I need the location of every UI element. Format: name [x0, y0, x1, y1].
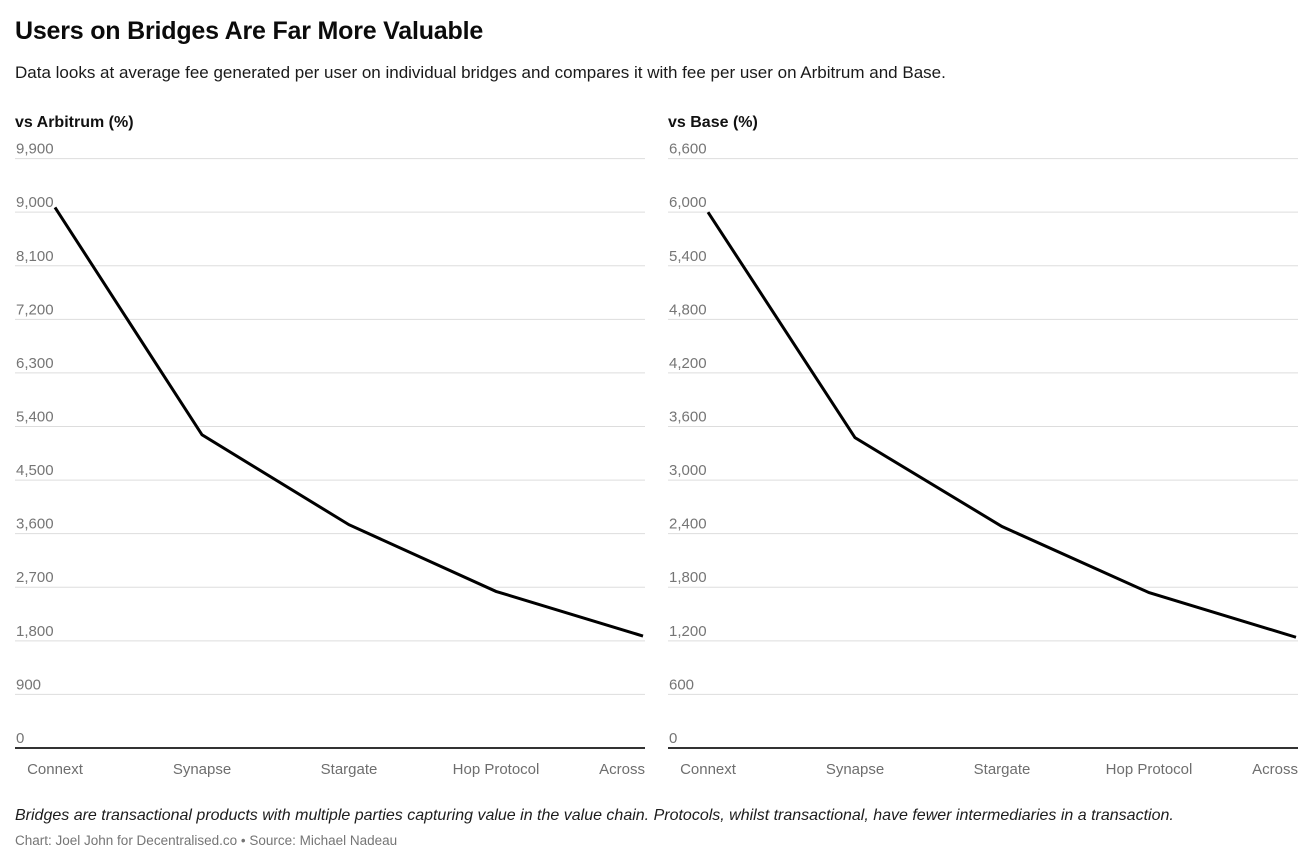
chart-footnote: Bridges are transactional products with …	[15, 807, 1174, 825]
chart-base-title: vs Base (%)	[668, 114, 758, 132]
y-tick-label: 6,600	[669, 141, 707, 158]
y-tick-label: 7,200	[16, 301, 54, 318]
x-category-label: Synapse	[826, 761, 884, 778]
y-tick-label: 1,200	[669, 623, 707, 640]
charts-row: vs Arbitrum (%) 9,900 9,000 8,100 7,200 6,30…	[15, 112, 1298, 781]
y-tick-label: 6,000	[669, 194, 707, 211]
y-tick-label: 5,400	[669, 248, 707, 265]
page-subtitle: Data looks at average fee generated per …	[15, 62, 946, 82]
y-tick-label: 3,600	[669, 409, 707, 426]
y-tick-label: 0	[669, 730, 677, 747]
y-tick-label: 9,900	[16, 141, 54, 158]
y-tick-label: 0	[16, 730, 24, 747]
x-category-label: Connext	[27, 761, 84, 778]
chart-base-plot: 6,600 6,000 5,400 4,800 4,200 3,600 3,000 2,400…	[668, 141, 1298, 778]
y-tick-label: 9,000	[16, 194, 54, 211]
y-tick-label: 4,200	[669, 355, 707, 372]
data-line	[706, 211, 1297, 639]
x-category-label: Across	[1252, 761, 1298, 778]
x-category-label: Stargate	[321, 761, 378, 778]
y-tick-label: 4,500	[16, 462, 54, 479]
y-tick-label: 900	[16, 677, 41, 694]
chart-base: vs Base (%) 6,600 6,000 5,400 4,800 4,200 3,6…	[668, 112, 1298, 781]
y-tick-label: 600	[669, 677, 694, 694]
chart-credit: Chart: Joel John for Decentralised.co • …	[15, 833, 398, 849]
y-tick-label: 2,700	[16, 569, 54, 586]
y-tick-label: 8,100	[16, 248, 54, 265]
page-title: Users on Bridges Are Far More Valuable	[15, 17, 484, 45]
x-category-label: Stargate	[974, 761, 1031, 778]
chart-arbitrum-title: vs Arbitrum (%)	[15, 114, 134, 132]
y-tick-label: 6,300	[16, 355, 54, 372]
x-category-label: Connext	[680, 761, 737, 778]
chart-arbitrum: vs Arbitrum (%) 9,900 9,000 8,100 7,200 6,30…	[15, 112, 645, 781]
x-category-label: Synapse	[173, 761, 231, 778]
y-tick-label: 5,400	[16, 409, 54, 426]
x-category-label: Hop Protocol	[453, 761, 540, 778]
y-tick-label: 3,000	[669, 462, 707, 479]
y-tick-label: 1,800	[669, 569, 707, 586]
y-tick-label: 1,800	[16, 623, 54, 640]
y-tick-label: 4,800	[669, 301, 707, 318]
chart-arbitrum-plot: 9,900 9,000 8,100 7,200 6,300 5,400 4,500 3,600…	[15, 141, 645, 778]
data-line	[53, 206, 644, 638]
y-tick-label: 2,400	[669, 516, 707, 533]
y-tick-label: 3,600	[16, 516, 54, 533]
x-category-label: Hop Protocol	[1106, 761, 1193, 778]
x-category-label: Across	[599, 761, 645, 778]
